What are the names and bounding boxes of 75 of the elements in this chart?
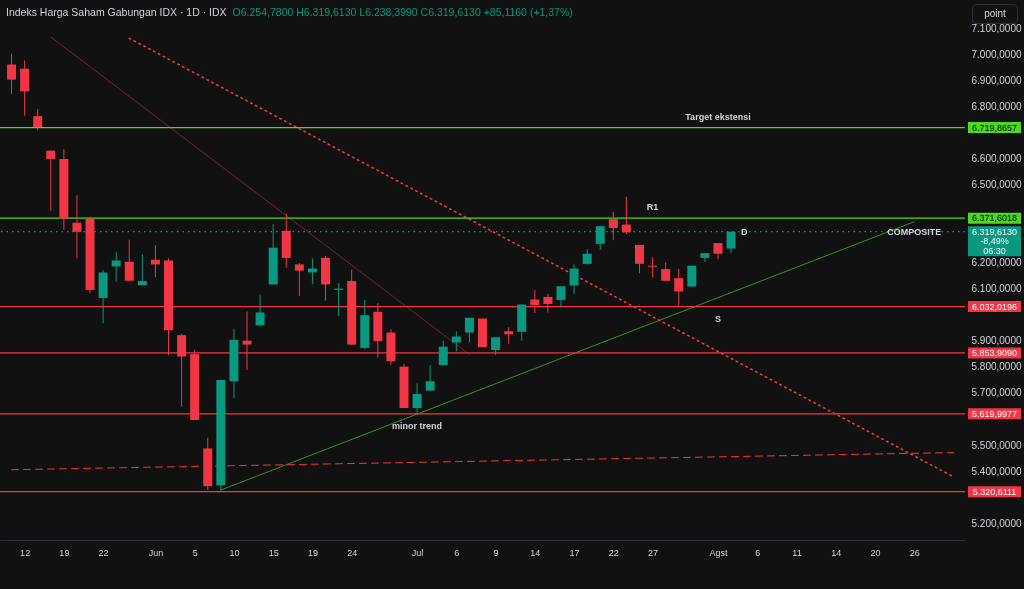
x-tick-label: 20 xyxy=(870,547,881,558)
x-tick-label: 6 xyxy=(454,547,460,558)
y-tick-label: 6.200,0000 xyxy=(971,257,1022,269)
ref-line-label: 6.032,0196 xyxy=(971,301,1018,312)
ref-line-label: 5.853,9090 xyxy=(971,347,1018,358)
ref-line-label: 6.319,6130 xyxy=(971,226,1018,237)
x-tick-label: 12 xyxy=(20,547,31,558)
annotation: COMPOSITE xyxy=(887,226,942,237)
candlestick xyxy=(634,244,644,274)
y-tick-label: 6.500,0000 xyxy=(971,179,1022,191)
candlestick xyxy=(569,264,579,295)
x-tick-label: 10 xyxy=(229,547,240,558)
y-axis-title: point xyxy=(972,4,1018,24)
candlestick xyxy=(412,382,422,416)
x-tick-label: 6 xyxy=(755,547,761,558)
y-tick-label: 7.000,0000 xyxy=(971,49,1022,61)
y-tick-label: 6.100,0000 xyxy=(971,283,1022,295)
annotation: R1 xyxy=(646,202,659,213)
annotation: minor trend xyxy=(392,420,443,431)
x-tick-label: 14 xyxy=(530,547,541,558)
text: Indeks Harga Saham Gabungan IDX · 1D · IDX xyxy=(6,6,227,18)
x-tick-label: 9 xyxy=(493,547,499,558)
y-tick-label: 5.200,0000 xyxy=(971,517,1022,529)
y-tick-label: 5.400,0000 xyxy=(971,465,1022,477)
candlestick xyxy=(294,262,304,297)
x-tick-label: 14 xyxy=(831,547,842,558)
candlestick xyxy=(556,285,566,309)
x-tick-label: 15 xyxy=(268,547,279,558)
candlestick xyxy=(20,59,30,117)
x-tick-label: Jun xyxy=(148,547,164,558)
candlestick xyxy=(46,149,56,212)
ref-line-label: 5.320,6111 xyxy=(972,486,1017,497)
y-tick-label: 6.900,0000 xyxy=(971,75,1022,87)
x-tick-label: 5 xyxy=(192,547,198,558)
x-tick-label: 11 xyxy=(792,547,802,558)
candlestick xyxy=(33,108,43,131)
annotation: D xyxy=(740,226,748,237)
text: 06:30 xyxy=(983,245,1006,256)
candlestick xyxy=(451,330,461,352)
x-tick-label: 22 xyxy=(608,547,619,558)
x-tick-label: 19 xyxy=(59,547,70,558)
candlestick xyxy=(425,364,435,392)
candlestick xyxy=(661,262,671,282)
y-tick-label: 5.900,0000 xyxy=(971,335,1022,347)
candlestick xyxy=(608,211,618,241)
candlestick xyxy=(124,239,134,282)
ref-line-label: 5.619,9977 xyxy=(971,408,1018,419)
candlestick xyxy=(72,194,82,259)
ref-line-label: 6.371,6018 xyxy=(971,213,1018,224)
ref-line-label: 6.719,8657 xyxy=(971,122,1018,133)
text: -8,49% xyxy=(980,236,1009,247)
x-tick-label: 24 xyxy=(347,547,358,558)
x-tick-label: 19 xyxy=(307,547,318,558)
candlestick xyxy=(137,254,147,286)
y-tick-label: 5.800,0000 xyxy=(971,361,1022,373)
candlestick xyxy=(255,294,265,328)
text: O6.254,7800 H6.319,6130 L6.238,3990 C6.319,6130 +85,1160 (+1,37%) xyxy=(232,6,573,18)
x-tick-label: 26 xyxy=(909,547,920,558)
x-tick-label: Agst xyxy=(709,547,728,558)
candlestick xyxy=(648,256,658,278)
x-tick-label: 27 xyxy=(648,547,659,558)
x-tick-label: Jul xyxy=(411,547,424,558)
y-tick-label: 6.800,0000 xyxy=(971,101,1022,113)
y-tick-label: 6.600,0000 xyxy=(971,153,1022,165)
candlestick xyxy=(464,317,474,343)
y-tick-label: 5.500,0000 xyxy=(971,439,1022,451)
candlestick xyxy=(438,340,448,366)
y-tick-label: 5.700,0000 xyxy=(971,387,1022,399)
annotation: Target ekstensi xyxy=(685,111,751,122)
candlestick xyxy=(621,196,631,235)
x-tick-label: 17 xyxy=(569,547,580,558)
annotation: S xyxy=(714,313,721,324)
y-tick-label: 7.100,0000 xyxy=(971,23,1022,35)
candlestick xyxy=(7,53,17,95)
x-tick-label: 22 xyxy=(98,547,109,558)
